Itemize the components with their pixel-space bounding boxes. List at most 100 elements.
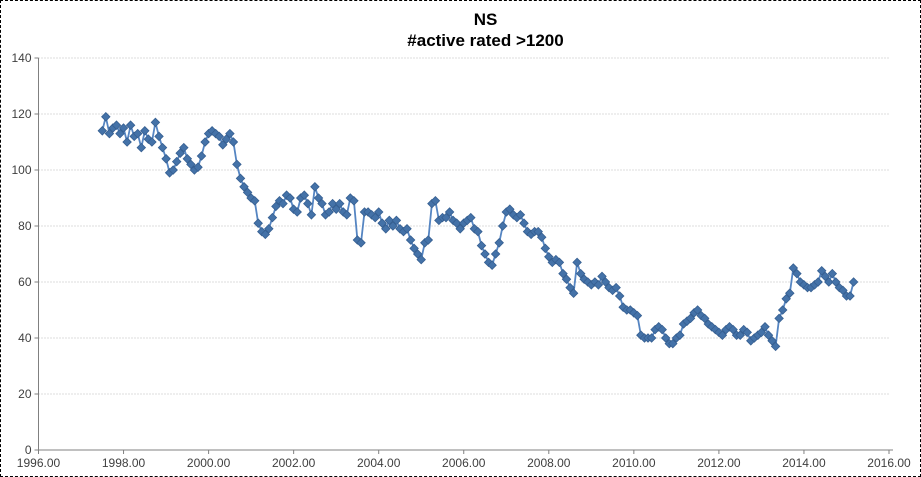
- x-tick-label: 2002.00: [272, 456, 316, 470]
- y-tick-label: 120: [11, 107, 31, 121]
- data-point-marker: [565, 282, 575, 293]
- data-point-marker: [218, 140, 228, 150]
- data-point-marker: [111, 120, 122, 130]
- data-point-marker: [253, 218, 263, 228]
- data-point-marker: [225, 128, 235, 139]
- data-point-marker: [416, 254, 426, 265]
- data-point-marker: [494, 238, 504, 248]
- data-point-marker: [168, 165, 178, 175]
- data-point-marker: [232, 159, 242, 170]
- data-point-marker: [441, 212, 451, 223]
- x-tick-label: 2014.00: [782, 456, 826, 470]
- data-point-marker: [480, 249, 490, 259]
- data-point-marker: [717, 330, 728, 340]
- data-point-marker: [692, 305, 703, 315]
- data-point-marker: [97, 126, 108, 136]
- y-tick-label: 140: [11, 51, 31, 65]
- data-point-marker: [430, 196, 441, 206]
- x-tick-label: 1996.00: [17, 456, 61, 470]
- series-markers: [97, 112, 859, 352]
- data-point-marker: [544, 252, 554, 262]
- data-point-marker: [792, 268, 802, 279]
- data-point-marker: [334, 198, 345, 209]
- data-point-marker: [412, 249, 423, 259]
- data-point-marker: [770, 341, 781, 352]
- data-point-marker: [497, 221, 508, 231]
- data-point-marker: [342, 210, 352, 220]
- data-point-marker: [660, 333, 671, 343]
- data-point-marker: [540, 243, 551, 254]
- data-point-marker: [136, 142, 147, 153]
- data-point-marker: [519, 218, 529, 228]
- data-point-marker: [264, 224, 274, 234]
- data-point-marker: [157, 142, 168, 153]
- data-point-marker: [572, 257, 582, 268]
- x-axis-ticks: 1996.00 1998.00 2000.00 2002.00 2004.00 2006.…: [17, 450, 911, 470]
- data-point-marker: [827, 268, 838, 279]
- data-point-marker: [221, 134, 232, 144]
- data-point-marker: [118, 123, 129, 133]
- data-point-marker: [349, 196, 359, 206]
- x-tick-label: 2010.00: [612, 456, 656, 470]
- data-point-marker: [260, 229, 271, 240]
- data-point-marker: [685, 313, 696, 324]
- data-point-marker: [285, 193, 295, 203]
- x-tick-label: 2004.00: [357, 456, 401, 470]
- data-point-marker: [466, 212, 476, 223]
- data-point-marker: [593, 280, 604, 290]
- data-point-marker: [196, 151, 207, 161]
- data-point-marker: [391, 215, 402, 226]
- data-point-marker: [423, 235, 434, 245]
- data-point-marker: [515, 210, 526, 220]
- data-point-marker: [147, 137, 157, 147]
- data-point-marker: [781, 294, 791, 304]
- data-point-marker: [150, 117, 161, 128]
- data-point-marker: [278, 198, 288, 209]
- data-point-marker: [611, 282, 621, 293]
- data-point-marker: [214, 131, 224, 142]
- data-point-marker: [646, 333, 657, 343]
- data-point-marker: [558, 268, 568, 279]
- data-point-marker: [490, 249, 501, 259]
- data-point-marker: [377, 218, 387, 228]
- data-point-marker: [186, 159, 196, 170]
- data-point-marker: [200, 137, 210, 147]
- x-tick-label: 2008.00: [527, 456, 571, 470]
- x-tick-label: 2006.00: [442, 456, 486, 470]
- data-point-marker: [756, 327, 767, 338]
- data-point-marker: [132, 128, 143, 139]
- data-point-marker: [788, 263, 799, 273]
- data-point-marker: [235, 173, 246, 184]
- data-point-marker: [575, 268, 586, 279]
- data-point-marker: [476, 240, 487, 251]
- data-point-marker: [785, 288, 795, 298]
- data-point-marker: [838, 285, 848, 296]
- data-point-marker: [614, 291, 625, 301]
- data-point-marker: [267, 212, 278, 223]
- data-point-marker: [324, 207, 334, 217]
- data-point-marker: [597, 271, 607, 282]
- data-point-marker: [249, 196, 260, 206]
- data-point-marker: [473, 226, 483, 237]
- x-tick-label: 2012.00: [697, 456, 741, 470]
- y-tick-label: 60: [18, 275, 32, 289]
- data-point-marker: [455, 224, 465, 234]
- data-point-marker: [760, 322, 770, 332]
- data-point-marker: [306, 210, 317, 220]
- data-point-marker: [816, 266, 827, 276]
- data-point-marker: [554, 257, 565, 268]
- y-tick-label: 20: [18, 387, 32, 401]
- y-tick-label: 100: [11, 163, 31, 177]
- data-point-marker: [242, 187, 253, 198]
- data-point-marker: [533, 226, 543, 237]
- x-tick-label: 1998.00: [102, 456, 146, 470]
- data-point-marker: [175, 148, 185, 158]
- data-point-marker: [171, 156, 182, 167]
- x-tick-label: 2016.00: [867, 456, 911, 470]
- y-gridlines: [38, 57, 889, 395]
- data-point-marker: [154, 131, 164, 142]
- data-point-marker: [742, 327, 752, 338]
- data-point-marker: [845, 291, 855, 301]
